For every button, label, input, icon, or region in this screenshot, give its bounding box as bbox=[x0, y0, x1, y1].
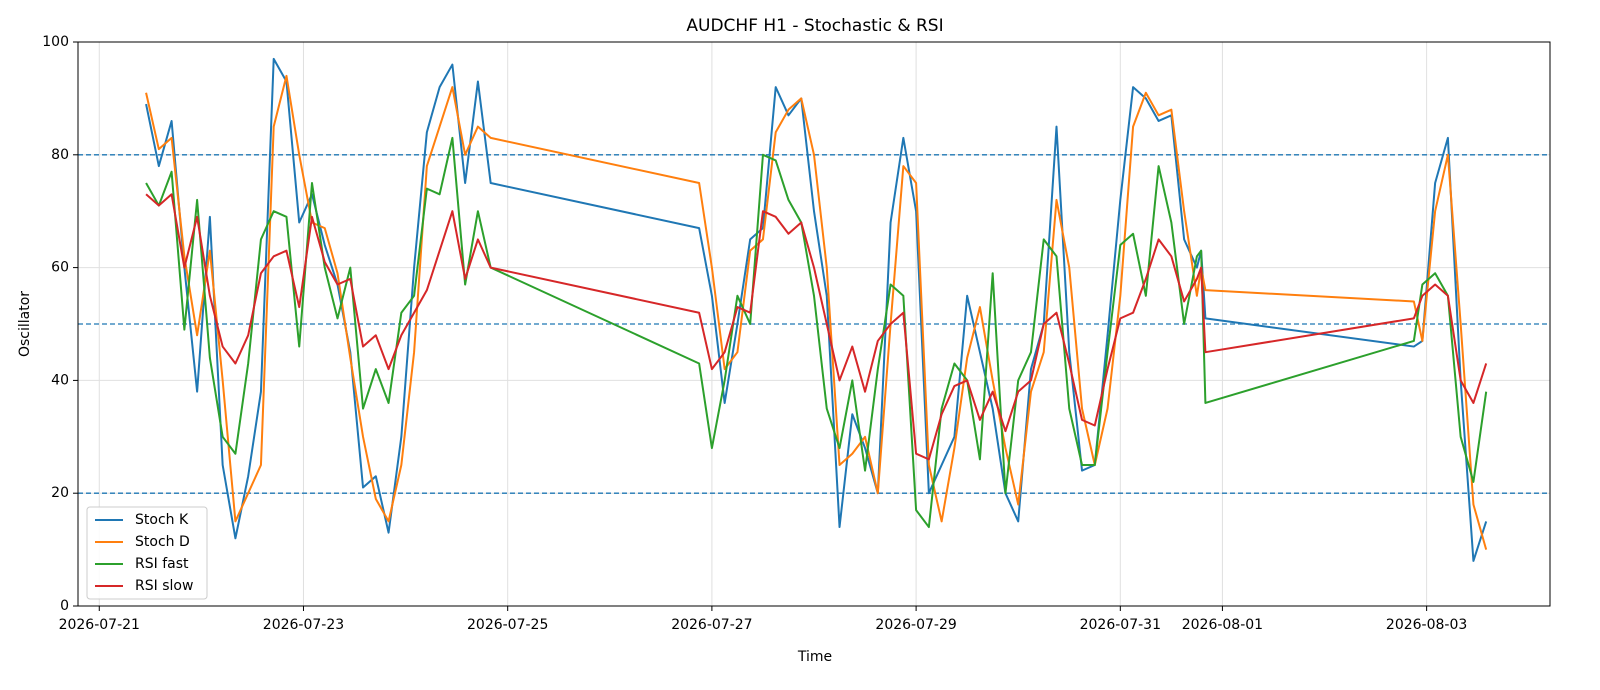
legend-label: Stoch D bbox=[135, 534, 190, 550]
x-tick-label: 2026-08-03 bbox=[1386, 617, 1467, 633]
legend-label: RSI slow bbox=[135, 578, 193, 594]
series-line bbox=[145, 74, 1488, 550]
y-tick-label: 40 bbox=[51, 372, 69, 388]
y-tick-label: 20 bbox=[51, 485, 69, 501]
y-tick-label: 100 bbox=[42, 34, 69, 50]
x-tick-label: 2026-08-01 bbox=[1182, 617, 1263, 633]
series-line bbox=[145, 193, 1488, 461]
x-tick-label: 2026-07-25 bbox=[467, 617, 548, 633]
legend-label: RSI fast bbox=[135, 556, 189, 572]
legend-label: Stoch K bbox=[135, 512, 189, 528]
x-axis-label: Time bbox=[797, 649, 832, 665]
series-line bbox=[145, 136, 1488, 529]
x-tick-label: 2026-07-21 bbox=[59, 617, 140, 633]
x-tick-label: 2026-07-23 bbox=[263, 617, 344, 633]
y-axis-label: Oscillator bbox=[17, 291, 33, 357]
y-tick-label: 80 bbox=[51, 147, 69, 163]
x-tick-label: 2026-07-29 bbox=[875, 617, 956, 633]
y-tick-label: 60 bbox=[51, 260, 69, 276]
x-tick-label: 2026-07-31 bbox=[1080, 617, 1161, 633]
legend-box bbox=[86, 506, 208, 600]
y-tick-label: 0 bbox=[60, 598, 69, 614]
plot-frame bbox=[77, 41, 1551, 607]
chart-title: AUDCHF H1 - Stochastic & RSI bbox=[686, 16, 943, 36]
x-tick-label: 2026-07-27 bbox=[671, 617, 752, 633]
